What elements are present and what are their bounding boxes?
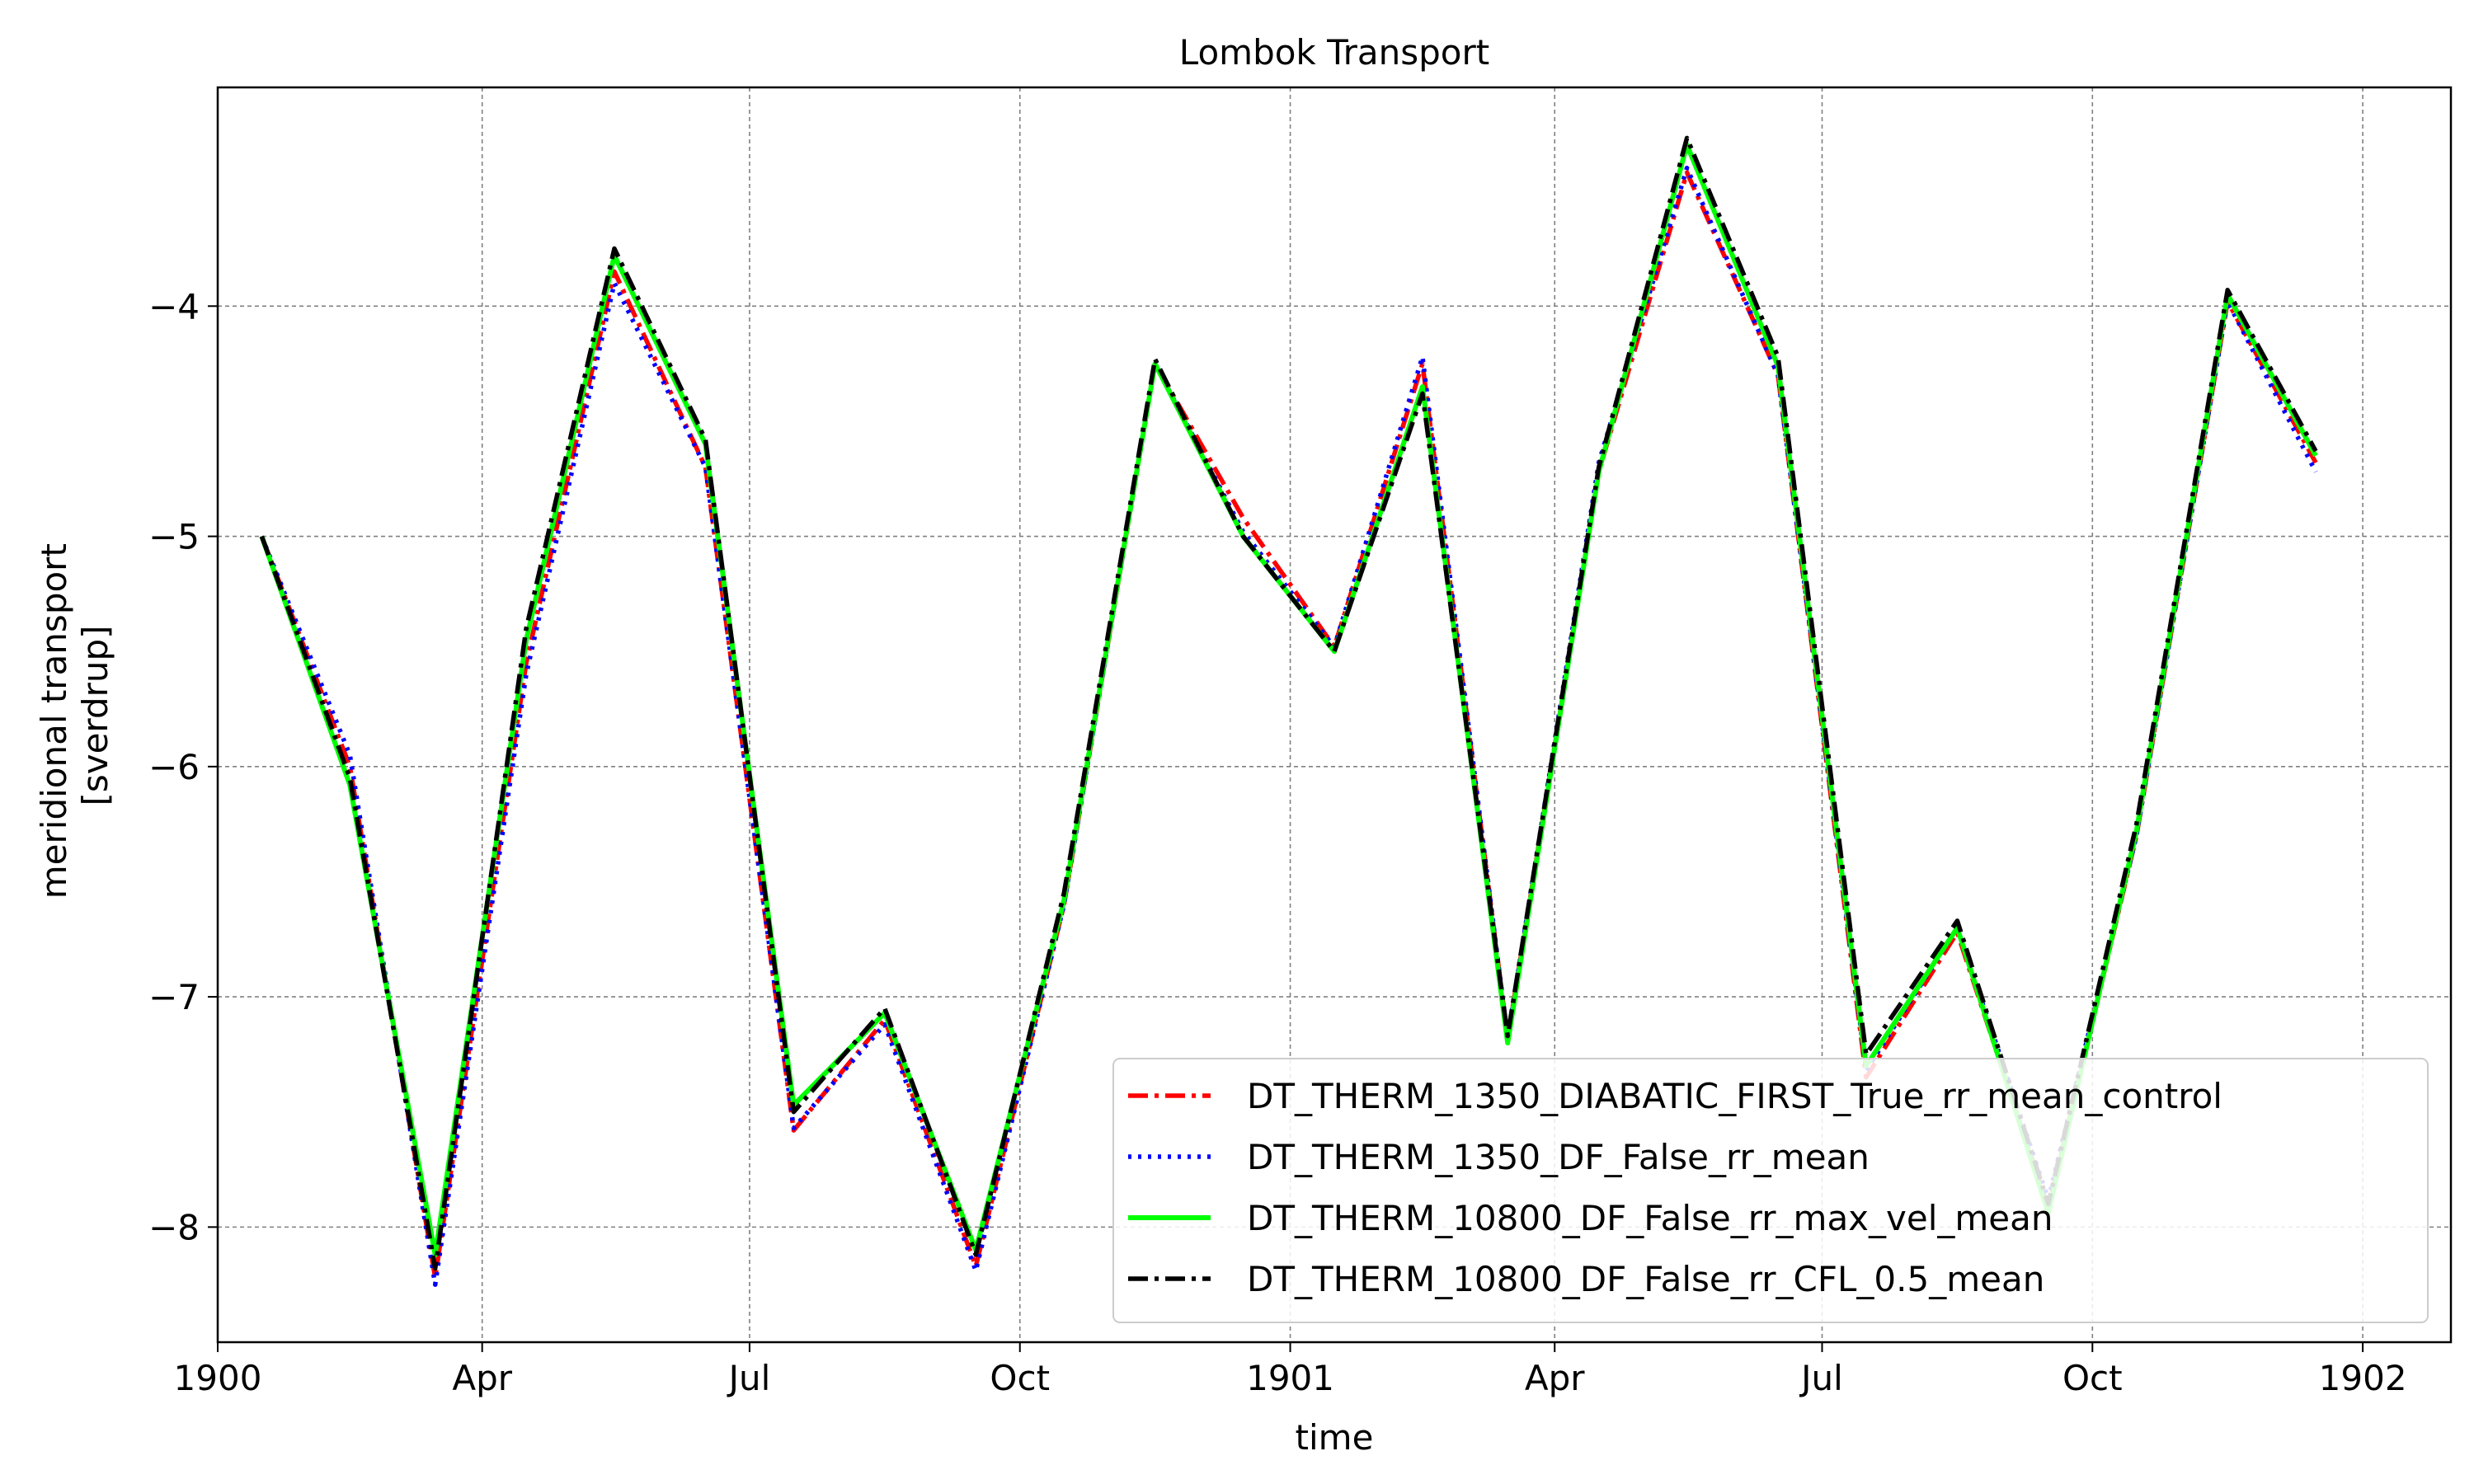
x-tick-label: Jul bbox=[1799, 1358, 1843, 1398]
x-tick-label: 1902 bbox=[2319, 1358, 2407, 1398]
legend-label-2: DT_THERM_1350_DF_False_rr_mean bbox=[1247, 1137, 1870, 1177]
y-axis-label-line-1: meridional transport bbox=[34, 543, 74, 899]
series-line-4 bbox=[259, 135, 2318, 1271]
x-tick-label: Jul bbox=[727, 1358, 771, 1398]
legend-label-1: DT_THERM_1350_DIABATIC_FIRST_True_rr_mea… bbox=[1247, 1076, 2222, 1116]
y-tick-label: −8 bbox=[148, 1207, 200, 1247]
x-tick-label: 1900 bbox=[174, 1358, 262, 1398]
x-tick-label: Oct bbox=[990, 1358, 1050, 1398]
legend-box bbox=[1112, 1058, 2429, 1323]
legend: DT_THERM_1350_DIABATIC_FIRST_True_rr_mea… bbox=[1112, 1058, 2429, 1323]
y-axis-label: meridional transport [sverdrup] bbox=[34, 533, 115, 899]
y-tick-label: −5 bbox=[148, 517, 200, 557]
y-axis-label-line-2: [sverdrup] bbox=[75, 625, 115, 805]
x-tick-label: Apr bbox=[452, 1358, 512, 1398]
x-axis: 1900 Apr Jul Oct 1901 Apr Jul Oct 1902 bbox=[174, 1342, 2407, 1398]
grid bbox=[217, 87, 2451, 1342]
series-lines bbox=[259, 135, 2318, 1287]
chart-title: Lombok Transport bbox=[1179, 32, 1489, 73]
x-tick-label: Apr bbox=[1525, 1358, 1585, 1398]
x-tick-label: Oct bbox=[2062, 1358, 2123, 1398]
x-axis-label: time bbox=[1296, 1417, 1374, 1458]
series-line-2 bbox=[259, 165, 2318, 1287]
plot-frame bbox=[216, 86, 2453, 1344]
y-axis: −8 −7 −6 −5 −4 bbox=[148, 286, 218, 1247]
legend-label-4: DT_THERM_10800_DF_False_rr_CFL_0.5_mean bbox=[1247, 1259, 2044, 1299]
x-tick-label: 1901 bbox=[1246, 1358, 1334, 1398]
y-tick-label: −6 bbox=[148, 747, 200, 787]
y-tick-label: −4 bbox=[148, 286, 200, 326]
y-tick-label: −7 bbox=[148, 977, 200, 1017]
legend-label-3: DT_THERM_10800_DF_False_rr_max_vel_mean bbox=[1247, 1198, 2053, 1238]
